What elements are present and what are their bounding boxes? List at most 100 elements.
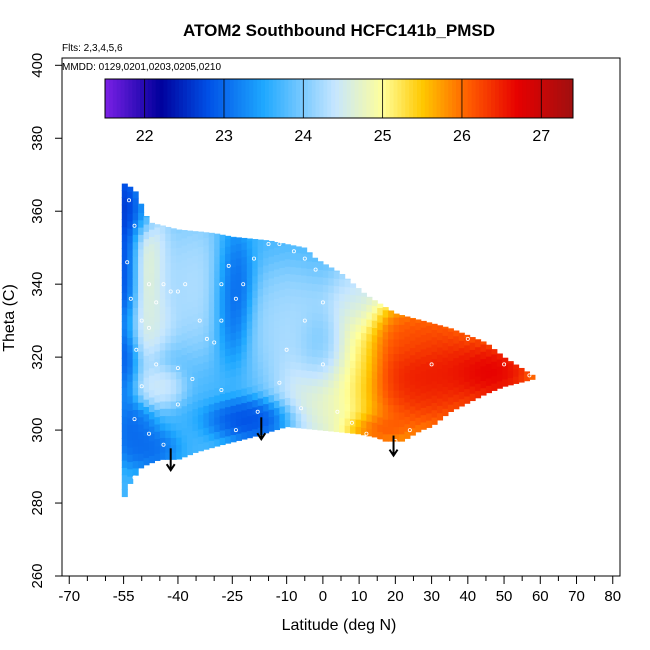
heatmap-cell (208, 235, 215, 244)
heatmap-cell (230, 376, 237, 384)
heatmap-cell (143, 442, 150, 451)
colorbar-segment (354, 79, 359, 118)
heatmap-cell (127, 308, 134, 317)
heatmap-cell (197, 326, 204, 335)
heatmap-cell (322, 371, 329, 380)
heatmap-cell (420, 370, 427, 379)
heatmap-cell (523, 371, 531, 374)
heatmap-cell (159, 364, 166, 373)
sample-point (233, 296, 238, 301)
heatmap-cell (132, 372, 139, 381)
heatmap-cell (170, 291, 177, 300)
heatmap-cell (235, 237, 242, 244)
heatmap-cell (197, 260, 204, 269)
heatmap-cell (398, 315, 406, 318)
heatmap-cell (371, 341, 378, 350)
heatmap-cell (246, 277, 253, 285)
heatmap-cell (257, 332, 264, 341)
heatmap-cell (176, 261, 183, 270)
heatmap-cell (344, 396, 351, 404)
heatmap-cell (257, 368, 264, 377)
heatmap-cell (273, 283, 281, 292)
heatmap-cell (225, 238, 232, 247)
heatmap-cell (257, 405, 264, 414)
heatmap-cell (138, 431, 145, 440)
heatmap-cell (121, 445, 128, 454)
heatmap-cell (132, 314, 139, 323)
heatmap-cell (159, 415, 166, 424)
heatmap-cell (143, 399, 150, 407)
heatmap-cell (143, 282, 150, 291)
heatmap-cell (252, 384, 259, 393)
heatmap-cell (284, 404, 291, 413)
heatmap-cell (176, 229, 183, 234)
heatmap-cell (301, 267, 308, 276)
heatmap-cell (154, 241, 161, 250)
heatmap-cell (464, 352, 471, 361)
heatmap-cell (507, 370, 514, 379)
heatmap-cell (159, 342, 166, 351)
heatmap-cell (143, 216, 150, 225)
heatmap-cell (252, 304, 259, 313)
heatmap-cell (132, 402, 139, 411)
heatmap-cell (437, 332, 444, 341)
heatmap-cell (181, 318, 188, 326)
heatmap-cell (132, 256, 139, 265)
heatmap-cell (518, 367, 525, 376)
heatmap-cell (187, 308, 194, 317)
heatmap-cell (257, 383, 264, 392)
heatmap-cell (132, 409, 139, 418)
heatmap-cell (295, 289, 302, 297)
heatmap-cell (388, 331, 395, 340)
heatmap-cell (159, 444, 166, 453)
heatmap-cell (138, 203, 145, 206)
heatmap-cell (328, 306, 335, 315)
heatmap-cell (219, 393, 226, 402)
heatmap-cell (306, 252, 313, 255)
heatmap-cell (170, 437, 177, 446)
heatmap-cell (127, 417, 134, 426)
sample-point (146, 325, 151, 330)
heatmap-cell (295, 267, 302, 276)
colorbar-segment (358, 79, 363, 118)
x-tick-label: 30 (423, 588, 440, 605)
heatmap-cell (312, 327, 319, 336)
colorbar-segment (241, 79, 246, 118)
heatmap-cell (404, 379, 411, 388)
colorbar-segment (245, 79, 250, 118)
heatmap-cell (154, 226, 161, 235)
heatmap-cell (366, 406, 373, 415)
heatmap-cell (127, 410, 134, 419)
heatmap-cell (317, 415, 324, 424)
heatmap-cell (170, 327, 177, 336)
heatmap-cell (475, 339, 482, 348)
heatmap-cell (295, 361, 302, 370)
heatmap-cell (230, 237, 237, 246)
heatmap-cell (257, 317, 264, 326)
sample-point (502, 362, 507, 367)
heatmap-cell (138, 351, 145, 359)
y-tick-label: 300 (29, 418, 46, 443)
heatmap-cell (252, 326, 259, 335)
heatmap-cell (328, 284, 335, 293)
heatmap-cell (388, 389, 395, 398)
heatmap-cell (350, 374, 357, 383)
heatmap-cell (312, 319, 319, 328)
heatmap-cell (317, 400, 324, 409)
heatmap-cell (241, 241, 248, 250)
heatmap-cell (176, 334, 183, 343)
heatmap-cell (214, 314, 221, 323)
heatmap-cell (241, 373, 248, 382)
heatmap-cell (230, 383, 237, 392)
heatmap-cell (252, 319, 259, 328)
heatmap-cell (426, 420, 433, 428)
heatmap-cell (301, 413, 308, 422)
heatmap-cell (306, 275, 313, 284)
heatmap-cell (121, 190, 128, 198)
heatmap-cell (301, 398, 308, 407)
heatmap-cell (279, 296, 286, 305)
heatmap-cell (154, 321, 161, 330)
heatmap-cell (458, 391, 465, 400)
heatmap-cell (328, 401, 335, 410)
heatmap-cell (382, 375, 389, 384)
